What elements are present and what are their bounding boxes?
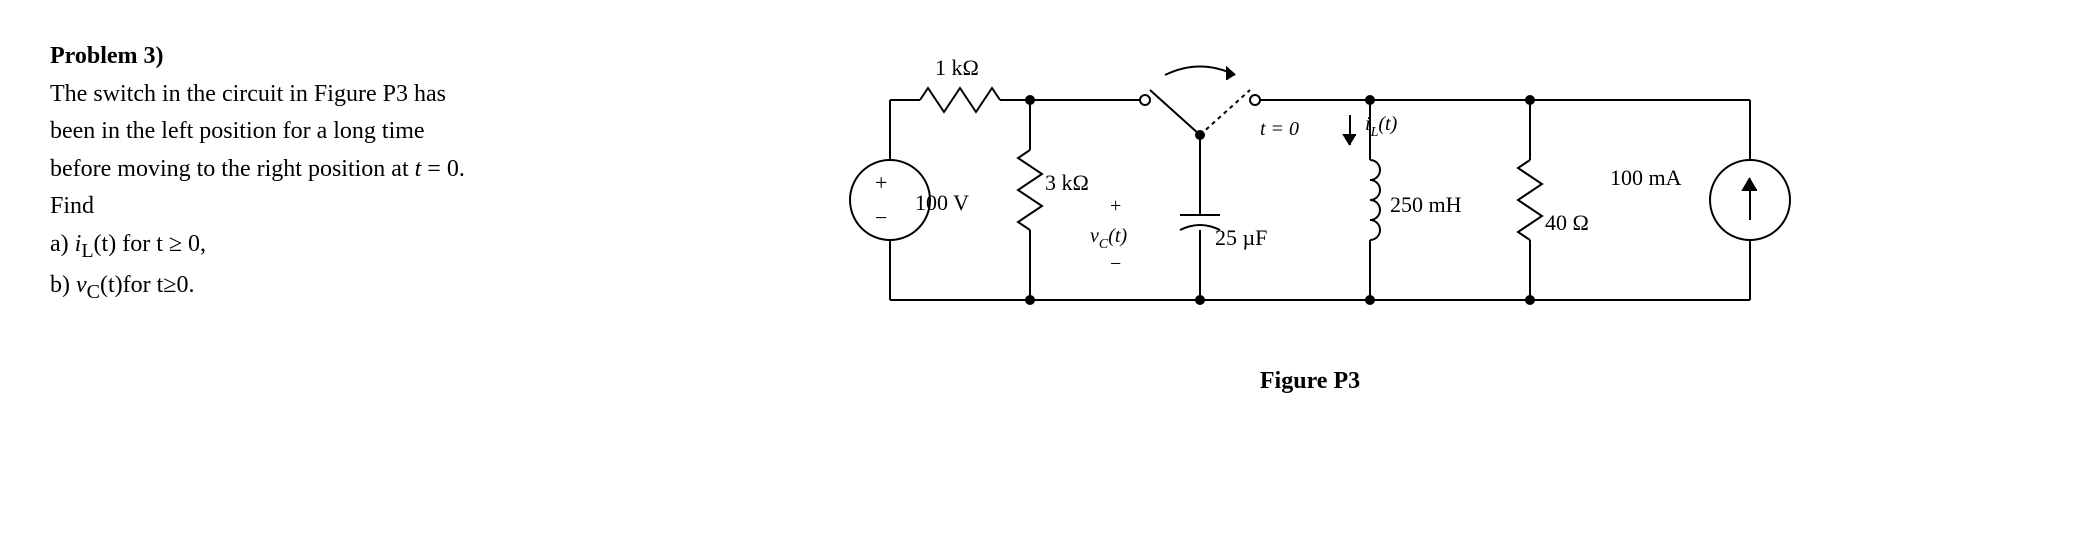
r2-label: 3 kΩ [1045, 170, 1089, 195]
vc-minus: − [1110, 253, 1121, 275]
vsrc-label: 100 V [915, 190, 969, 215]
svg-text:iL(t): iL(t) [1365, 113, 1398, 140]
t0-label: t = 0 [1260, 118, 1299, 140]
body-line-3: before moving to the right position at t… [50, 153, 530, 187]
ind-label: 250 mH [1390, 192, 1462, 217]
part-a: a) iL(t) for t ≥ 0, [50, 228, 530, 265]
svg-text:vC(t): vC(t) [1090, 225, 1127, 252]
problem-title: Problem 3) [50, 43, 164, 69]
svg-text:−: − [875, 205, 887, 230]
body-line-1: The switch in the circuit in Figure P3 h… [50, 78, 530, 112]
r3-label: 40 Ω [1545, 210, 1589, 235]
il-arg: (t) [1378, 113, 1397, 135]
isrc-label: 100 mA [1610, 165, 1682, 190]
body-line-4: Find [50, 190, 530, 224]
r1-label: 1 kΩ [935, 55, 979, 80]
cap-label: 25 µF [1215, 225, 1267, 250]
svg-text:+: + [875, 170, 887, 195]
body-line-2: been in the left position for a long tim… [50, 115, 530, 149]
vc-arg: (t) [1108, 225, 1127, 247]
problem-text: Problem 3) The switch in the circuit in … [50, 40, 530, 395]
vc-plus: + [1110, 195, 1121, 217]
figure-caption: Figure P3 [1260, 368, 1360, 395]
vc-var: v [1090, 225, 1099, 247]
part-b: b) vC(t)for t≥0. [50, 269, 530, 306]
circuit-diagram: + − 100 V 1 kΩ 3 kΩ [810, 40, 1810, 360]
il-sub: L [1370, 125, 1379, 140]
figure-container: + − 100 V 1 kΩ 3 kΩ [570, 40, 2050, 395]
